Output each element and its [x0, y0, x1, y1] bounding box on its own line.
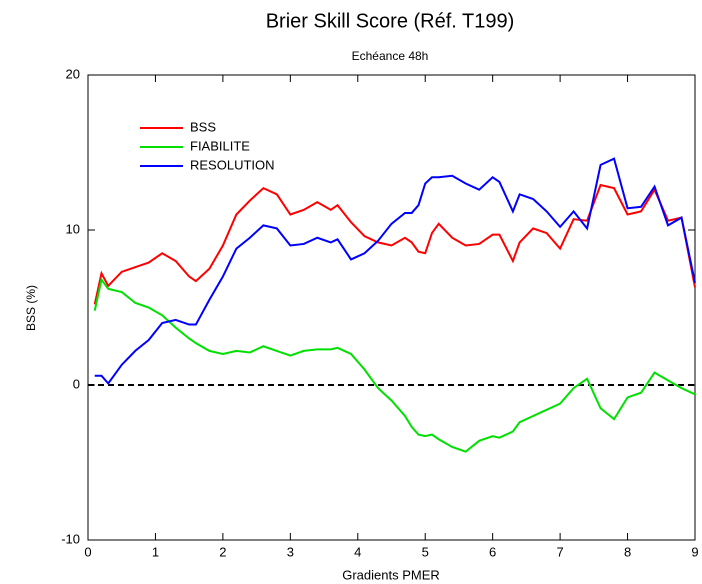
- legend-label: FIABILITE: [190, 138, 250, 153]
- line-series: [93, 183, 696, 305]
- x-tick-label: 7: [556, 544, 563, 559]
- x-tick-label: 5: [422, 544, 429, 559]
- chart-title: Brier Skill Score (Réf. T199): [266, 10, 515, 32]
- chart-subtitle: Echéance 48h: [352, 49, 429, 63]
- legend-label: RESOLUTION: [190, 157, 275, 172]
- x-tick-label: 1: [152, 544, 159, 559]
- line-series: [93, 277, 696, 453]
- y-tick-label: 20: [66, 66, 80, 81]
- x-tick-label: 6: [489, 544, 496, 559]
- legend-label: BSS: [190, 119, 216, 134]
- y-tick-label: 10: [66, 221, 80, 236]
- x-axis-label: Gradients PMER: [342, 567, 440, 582]
- x-tick-label: 2: [219, 544, 226, 559]
- x-tick-label: 3: [287, 544, 294, 559]
- x-tick-label: 8: [624, 544, 631, 559]
- y-tick-label: 0: [73, 376, 80, 391]
- x-tick-label: 4: [354, 544, 361, 559]
- y-axis-label: BSS (%): [24, 285, 38, 331]
- x-tick-label: 0: [84, 544, 91, 559]
- x-tick-label: 9: [691, 544, 698, 559]
- line-series: [94, 157, 696, 386]
- plot-frame: [87, 74, 696, 541]
- y-tick-label: -10: [61, 531, 80, 546]
